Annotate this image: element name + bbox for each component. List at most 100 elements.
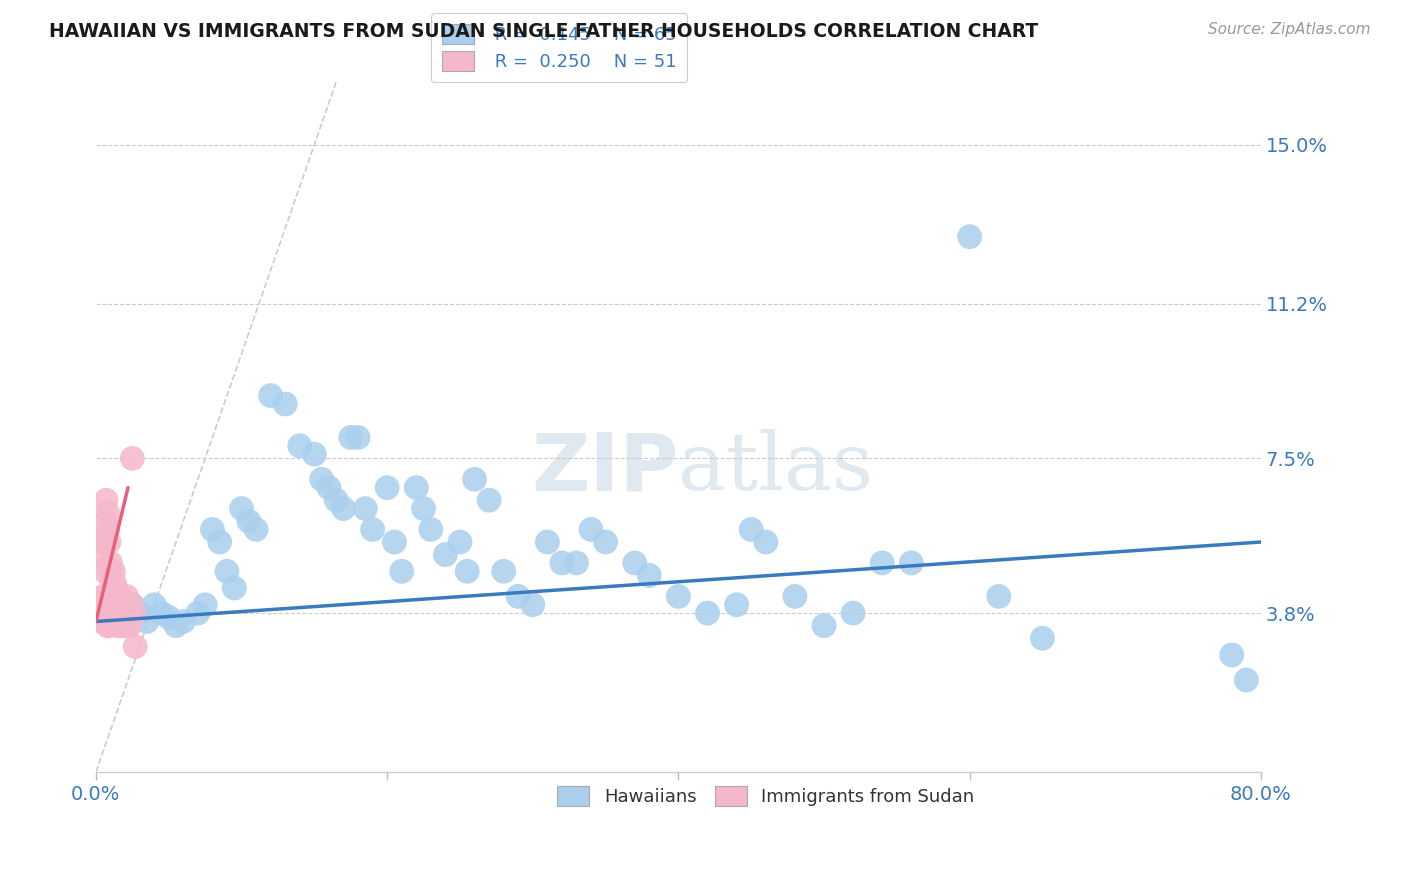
Point — [97, 523, 120, 537]
Point — [304, 447, 326, 461]
Point — [100, 556, 122, 570]
Point — [98, 618, 121, 632]
Point — [103, 598, 125, 612]
Point — [464, 472, 486, 486]
Point — [97, 506, 120, 520]
Point — [354, 501, 377, 516]
Point — [361, 523, 384, 537]
Point — [384, 535, 406, 549]
Point — [508, 590, 530, 604]
Point — [332, 501, 354, 516]
Point — [128, 606, 150, 620]
Point — [110, 598, 132, 612]
Point — [208, 535, 231, 549]
Point — [231, 501, 253, 516]
Point — [536, 535, 558, 549]
Point — [143, 598, 166, 612]
Point — [98, 535, 121, 549]
Point — [111, 598, 134, 612]
Point — [187, 606, 209, 620]
Point — [900, 556, 922, 570]
Point — [101, 590, 124, 604]
Point — [215, 564, 238, 578]
Point — [172, 615, 194, 629]
Point — [405, 481, 427, 495]
Point — [157, 610, 180, 624]
Point — [595, 535, 617, 549]
Point — [579, 523, 602, 537]
Point — [412, 501, 434, 516]
Point — [224, 581, 246, 595]
Point — [94, 606, 117, 620]
Point — [696, 606, 718, 620]
Point — [668, 590, 690, 604]
Text: atlas: atlas — [679, 429, 873, 508]
Point — [238, 514, 260, 528]
Point — [91, 535, 114, 549]
Text: Source: ZipAtlas.com: Source: ZipAtlas.com — [1208, 22, 1371, 37]
Point — [201, 523, 224, 537]
Point — [118, 606, 141, 620]
Point — [117, 598, 139, 612]
Point — [93, 590, 115, 604]
Point — [108, 606, 131, 620]
Point — [114, 598, 136, 612]
Point — [449, 535, 471, 549]
Point — [120, 598, 142, 612]
Point — [101, 577, 124, 591]
Point — [318, 481, 340, 495]
Point — [104, 606, 127, 620]
Point — [260, 389, 283, 403]
Point — [124, 640, 146, 654]
Point — [813, 618, 835, 632]
Point — [105, 590, 128, 604]
Point — [288, 439, 311, 453]
Point — [274, 397, 297, 411]
Point — [551, 556, 574, 570]
Point — [135, 615, 157, 629]
Point — [91, 590, 114, 604]
Point — [111, 618, 134, 632]
Point — [112, 618, 135, 632]
Point — [117, 618, 139, 632]
Point — [115, 606, 138, 620]
Point — [107, 618, 129, 632]
Point — [740, 523, 762, 537]
Point — [725, 598, 748, 612]
Point — [103, 564, 125, 578]
Point — [87, 598, 110, 612]
Point — [456, 564, 478, 578]
Point — [93, 606, 115, 620]
Point — [492, 564, 515, 578]
Point — [1031, 631, 1053, 645]
Point — [638, 568, 661, 582]
Point — [987, 590, 1010, 604]
Text: ZIP: ZIP — [531, 429, 679, 508]
Point — [115, 590, 138, 604]
Point — [565, 556, 588, 570]
Point — [90, 615, 112, 629]
Point — [122, 606, 145, 620]
Point — [121, 598, 143, 612]
Point — [105, 606, 128, 620]
Point — [755, 535, 778, 549]
Point — [419, 523, 441, 537]
Point — [90, 535, 112, 549]
Point — [311, 472, 333, 486]
Text: HAWAIIAN VS IMMIGRANTS FROM SUDAN SINGLE FATHER HOUSEHOLDS CORRELATION CHART: HAWAIIAN VS IMMIGRANTS FROM SUDAN SINGLE… — [49, 22, 1039, 41]
Point — [391, 564, 413, 578]
Point — [870, 556, 893, 570]
Point — [107, 598, 129, 612]
Point — [375, 481, 398, 495]
Point — [339, 430, 361, 444]
Point — [150, 606, 173, 620]
Point — [783, 590, 806, 604]
Point — [522, 598, 544, 612]
Point — [97, 618, 120, 632]
Point — [93, 564, 115, 578]
Point — [100, 564, 122, 578]
Point — [165, 618, 187, 632]
Point — [325, 493, 347, 508]
Point — [94, 493, 117, 508]
Point — [89, 606, 111, 620]
